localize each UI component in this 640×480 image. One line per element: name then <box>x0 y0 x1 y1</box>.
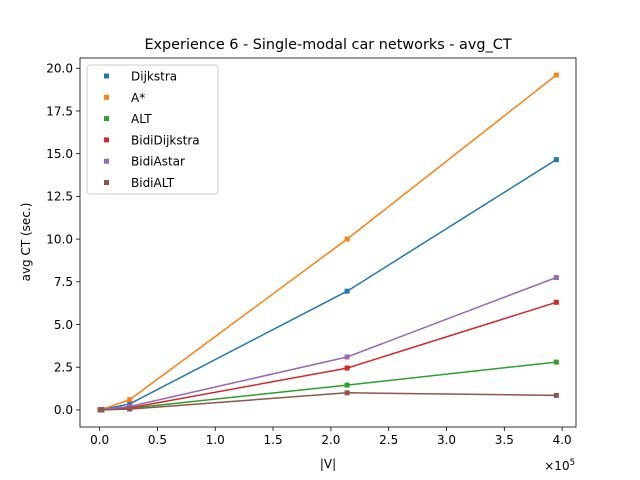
plot-area-series <box>97 72 559 413</box>
y-axis-ticks: 0.0 2.5 5.0 7.5 10.0 12.5 15.0 17.5 20.0 <box>46 62 80 417</box>
legend-marker <box>104 158 109 164</box>
y-tick-label: 2.5 <box>54 361 73 375</box>
y-tick-label: 5.0 <box>54 318 73 332</box>
series-bidialt <box>97 390 559 413</box>
x-tick-label: 4.0 <box>553 433 572 447</box>
x-tick-label: 3.5 <box>495 433 514 447</box>
plot-frame <box>79 57 577 428</box>
legend: Dijkstra A* ALT BidiDijkstra BidiAstar BidiAL… <box>86 64 219 195</box>
y-axis-label: avg CT (sec.) <box>19 203 33 282</box>
y-tick-label: 0.0 <box>54 403 73 417</box>
legend-box <box>86 64 219 195</box>
legend-label: BidiAstar <box>131 155 185 169</box>
x-axis-scale-exponent: 5 <box>570 458 575 468</box>
data-point-bidiastar <box>553 275 559 281</box>
legend-label: Dijkstra <box>131 70 177 84</box>
chart-title: Experience 6 - Single-modal car networks… <box>144 37 511 53</box>
legend-marker <box>104 180 109 185</box>
data-point-bididijkstra <box>344 365 350 371</box>
legend-label: ALT <box>131 112 152 126</box>
y-tick-label: 17.5 <box>46 104 73 118</box>
data-point-a- <box>553 72 559 78</box>
data-point-bidialt <box>344 390 350 396</box>
legend-marker <box>104 137 109 143</box>
y-tick-label: 7.5 <box>54 275 73 289</box>
data-point-bidiastar <box>344 354 350 360</box>
x-tick-label: 1.0 <box>206 433 225 447</box>
x-tick-label: 2.5 <box>379 433 398 447</box>
legend-label: A* <box>131 91 145 105</box>
y-tick-label: 10.0 <box>46 232 73 246</box>
x-tick-label: 3.0 <box>437 433 456 447</box>
data-point-a- <box>127 397 133 403</box>
x-axis-label: |V| <box>320 457 336 471</box>
data-point-a- <box>344 236 350 242</box>
data-point-dijkstra <box>553 157 559 163</box>
y-tick-label: 20.0 <box>46 62 73 76</box>
data-point-bidialt <box>99 407 105 413</box>
legend-marker <box>104 94 109 100</box>
y-tick-label: 12.5 <box>46 190 73 204</box>
data-point-alt <box>553 359 559 365</box>
x-axis-scale-base: ×10 <box>544 459 569 473</box>
y-tick-label: 15.0 <box>46 147 73 161</box>
data-point-bidialt <box>127 406 133 412</box>
data-point-bididijkstra <box>553 299 559 305</box>
legend-marker <box>104 116 109 122</box>
data-point-dijkstra <box>127 401 133 407</box>
x-tick-label: 0.0 <box>90 433 109 447</box>
x-tick-label: 1.5 <box>264 433 283 447</box>
data-point-bidiastar <box>127 404 133 409</box>
legend-marker <box>104 73 109 79</box>
x-axis-ticks: 0.0 0.5 1.0 1.5 2.0 2.5 3.0 3.5 4.0 <box>90 427 572 447</box>
x-tick-label: 2.0 <box>321 433 340 447</box>
legend-label: BidiALT <box>131 176 175 190</box>
legend-label: BidiDijkstra <box>131 133 200 147</box>
x-tick-label: 0.5 <box>148 433 167 447</box>
data-point-bidialt <box>553 392 559 398</box>
x-axis-scale-label: ×105 <box>544 458 575 473</box>
data-point-dijkstra <box>344 288 350 294</box>
data-point-alt <box>344 382 350 388</box>
